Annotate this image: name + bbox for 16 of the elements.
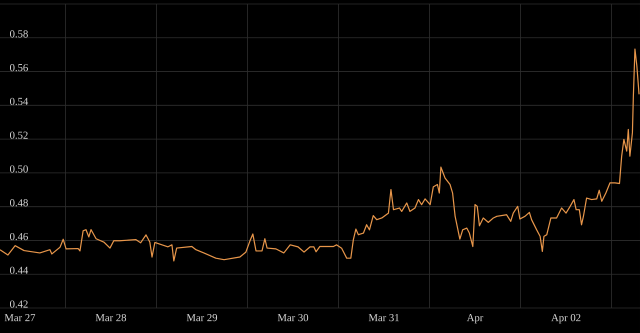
y-tick-label: 0.56	[10, 64, 28, 72]
y-tick-label: 0.42	[10, 300, 28, 308]
y-tick-label: 0.46	[10, 232, 28, 240]
x-tick-label: Apr	[466, 314, 484, 324]
x-tick-label: Mar 30	[278, 314, 308, 322]
x-tick-label: Mar 27	[4, 314, 36, 322]
x-tick-label: Mar 29	[186, 314, 218, 322]
y-tick-label: 0.50	[10, 165, 28, 173]
y-tick-label: 0.54	[10, 98, 28, 106]
x-tick-label: Mar 28	[96, 314, 126, 322]
x-tick-label: Mar 31	[368, 314, 399, 322]
y-tick-label: 0.44	[10, 266, 28, 274]
x-tick-label: Apr 02	[551, 314, 580, 324]
y-tick-label: 0.58	[10, 30, 28, 38]
y-tick-label: 0.48	[10, 199, 28, 206]
y-tick-label: 0.52	[10, 132, 28, 139]
